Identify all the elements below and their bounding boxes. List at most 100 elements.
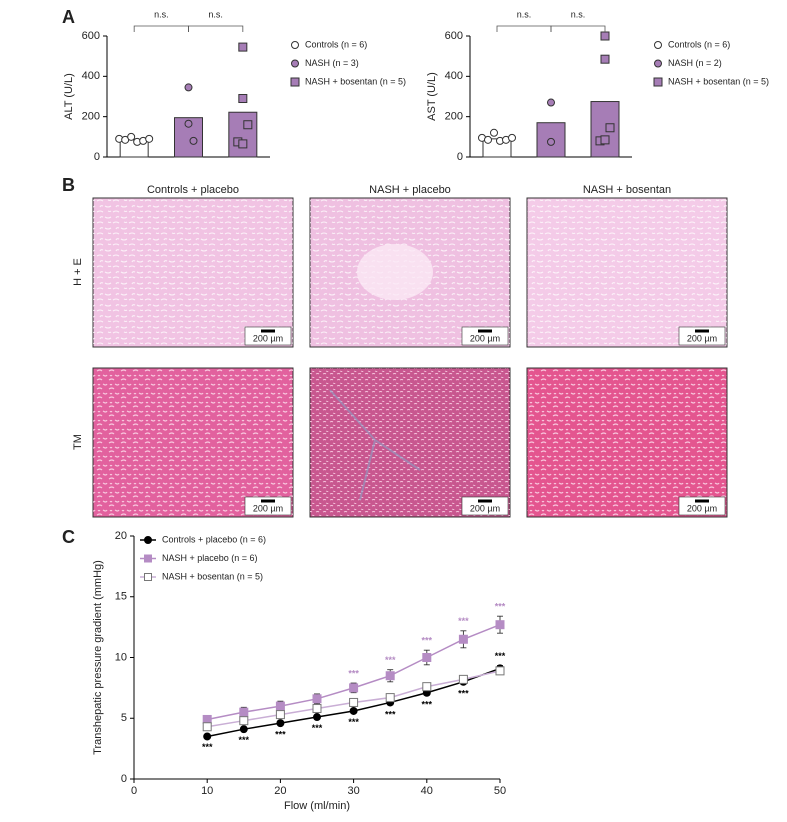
- bracket: [550, 25, 606, 32]
- x-tick-label: 20: [274, 785, 286, 797]
- x-axis-label: Flow (ml/min): [284, 800, 350, 812]
- x-tick-label: 10: [201, 785, 213, 797]
- x-tick-label: 50: [494, 785, 506, 797]
- scale-bar-box: [678, 326, 726, 346]
- significance: ***: [495, 651, 506, 661]
- legend-label: NASH + placebo (n = 6): [162, 553, 258, 563]
- marker: [145, 134, 154, 143]
- marker: [495, 620, 505, 630]
- marker: [275, 701, 285, 711]
- scale-bar-label: 200 µm: [687, 503, 717, 513]
- significance: ***: [275, 729, 286, 739]
- y-tick-label: 5: [121, 712, 127, 724]
- marker: [605, 123, 615, 133]
- scale-bar-box: [461, 496, 509, 516]
- significance: ***: [458, 616, 469, 626]
- legend-label: Controls (n = 6): [668, 39, 730, 49]
- column-header: Controls + placebo: [147, 184, 239, 196]
- marker: [484, 135, 492, 144]
- y-axis-label: AST (U/L): [426, 72, 438, 121]
- marker: [508, 133, 516, 142]
- image-texture: [527, 198, 727, 347]
- marker: [203, 732, 212, 741]
- image-texture: [527, 368, 727, 517]
- legend-marker: [653, 77, 663, 87]
- marker: [349, 683, 359, 693]
- scale-bar-label: 200 µm: [687, 333, 717, 343]
- marker: [184, 119, 193, 128]
- row-label: H + E: [72, 258, 84, 286]
- scale-bar-label: 200 µm: [253, 503, 283, 513]
- marker: [275, 710, 285, 720]
- image-texture: [329, 389, 421, 501]
- legend-label: NASH + bosentan (n = 5): [668, 76, 769, 86]
- y-tick-label: 600: [82, 30, 100, 42]
- marker: [238, 42, 248, 52]
- annotation: n.s.: [208, 9, 223, 19]
- image-texture: [310, 368, 510, 517]
- legend-label: Controls (n = 6): [305, 39, 367, 49]
- marker: [385, 693, 395, 703]
- marker: [239, 707, 249, 717]
- scale-bar-box: [461, 326, 509, 346]
- legend-label: NASH (n = 2): [668, 58, 722, 68]
- bar: [590, 101, 620, 158]
- y-axis-label: Transhepatic pressure gradient (mmHg): [92, 560, 104, 755]
- panel-label: C: [62, 527, 75, 547]
- marker: [349, 697, 359, 707]
- y-tick-label: 20: [115, 530, 127, 542]
- scale-bar-label: 200 µm: [470, 503, 500, 513]
- y-tick-label: 0: [457, 151, 463, 163]
- annotation: n.s.: [154, 9, 169, 19]
- significance: ***: [312, 723, 323, 733]
- marker: [276, 719, 285, 728]
- marker: [189, 136, 198, 145]
- legend-label: NASH + bosentan (n = 5): [162, 571, 263, 581]
- marker: [495, 666, 505, 676]
- marker: [239, 716, 249, 726]
- bracket: [188, 25, 244, 32]
- histology-images: [92, 197, 728, 518]
- panel-label: B: [62, 175, 75, 195]
- marker: [547, 98, 555, 107]
- legend-marker: [291, 41, 299, 49]
- y-tick-label: 0: [121, 773, 127, 785]
- legend-label: NASH + bosentan (n = 5): [305, 76, 406, 86]
- y-axis-label: ALT (U/L): [63, 73, 75, 120]
- bracket: [496, 25, 552, 32]
- legend-marker: [291, 59, 299, 68]
- significance: ***: [385, 709, 396, 719]
- significance: ***: [458, 689, 469, 699]
- image-texture: [93, 368, 293, 517]
- marker: [312, 704, 322, 714]
- y-tick-label: 400: [82, 70, 100, 82]
- marker: [600, 54, 610, 64]
- legend-marker: [144, 554, 152, 563]
- marker: [547, 137, 555, 146]
- y-tick-label: 200: [82, 111, 100, 123]
- x-tick-label: 0: [131, 785, 137, 797]
- significance: ***: [495, 602, 506, 612]
- marker: [458, 634, 468, 644]
- significance: ***: [202, 742, 213, 752]
- annotation: n.s.: [571, 9, 586, 19]
- column-header: NASH + placebo: [369, 184, 451, 196]
- significance: ***: [348, 668, 359, 678]
- marker: [349, 706, 358, 715]
- significance: ***: [385, 655, 396, 665]
- legend-marker: [144, 536, 152, 544]
- marker: [458, 674, 468, 684]
- marker: [202, 722, 212, 732]
- marker: [385, 671, 395, 681]
- marker: [184, 83, 193, 92]
- y-tick-label: 10: [115, 651, 127, 663]
- legend-marker: [654, 41, 662, 49]
- scale-bar-label: 200 µm: [470, 333, 500, 343]
- marker: [239, 725, 248, 734]
- scale-bar-label: 200 µm: [253, 333, 283, 343]
- y-tick-label: 15: [115, 591, 127, 603]
- legend-label: Controls + placebo (n = 6): [162, 534, 266, 544]
- column-header: NASH + bosentan: [583, 184, 671, 196]
